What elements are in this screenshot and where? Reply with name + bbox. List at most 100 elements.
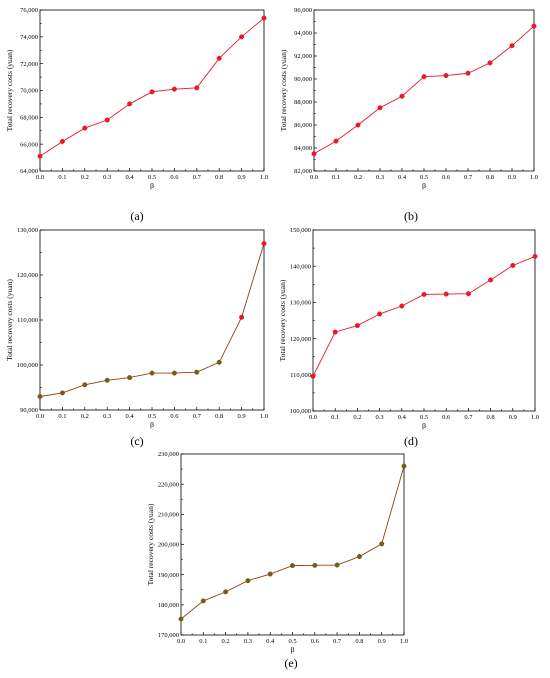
x-tick-label-e: 0.3 — [244, 638, 252, 645]
x-tick-label-d: 0.8 — [487, 414, 495, 421]
data-point-e — [334, 562, 340, 568]
x-tick-label-d: 0.9 — [509, 414, 517, 421]
x-tick-label-c: 1.0 — [260, 413, 268, 420]
x-tick-label-c: 0.9 — [238, 413, 246, 420]
y-tick-label-d: 100,000 — [290, 408, 311, 415]
panel-label-a: (a) — [130, 209, 144, 223]
data-point-e — [312, 562, 318, 568]
data-point-c — [261, 241, 267, 247]
y-axis-title-a: Total recovery costs (yuan) — [5, 49, 14, 131]
x-axis-title-d: β — [422, 421, 426, 430]
x-tick-label-e: 0.0 — [177, 638, 185, 645]
data-point-a — [261, 15, 267, 21]
chart-panel-b: 82,000 84,000 86,000 88,000 90,000 92,000 94,0… — [275, 0, 550, 232]
chart-panel-a: 64,000 66,000 68,000 70,000 72,000 74,000 76,0… — [0, 0, 275, 232]
data-point-e — [223, 589, 229, 595]
x-tick-label-a: 0.9 — [238, 174, 246, 181]
x-tick-label-e: 0.4 — [266, 638, 275, 645]
x-tick-label-b: 0.4 — [398, 174, 407, 181]
y-tick-label-a: 66,000 — [20, 141, 38, 148]
data-point-c — [127, 375, 133, 381]
data-point-d — [377, 311, 383, 317]
data-point-b — [377, 105, 383, 111]
data-point-a — [104, 117, 110, 123]
x-tick-label-b: 0.0 — [310, 174, 318, 181]
data-point-c — [171, 370, 177, 376]
data-point-a — [149, 89, 155, 95]
data-point-b — [531, 23, 537, 29]
x-tick-label-d: 0.5 — [420, 414, 428, 421]
x-tick-label-c: 0.2 — [81, 413, 89, 420]
chart-a: 64,000 66,000 68,000 70,000 72,000 74,000 76,0… — [5, 7, 268, 190]
data-point-c — [216, 359, 222, 365]
series-line-e — [180, 465, 405, 620]
data-point-a — [82, 125, 88, 131]
data-point-b — [333, 138, 339, 144]
data-point-d — [488, 277, 494, 283]
data-point-a — [37, 153, 43, 159]
x-tick-label-a: 0.0 — [36, 174, 44, 181]
data-point-a — [194, 85, 200, 91]
data-point-c — [239, 314, 245, 320]
data-point-a — [171, 86, 177, 92]
y-tick-label-e: 210,000 — [158, 512, 179, 519]
y-tick-label-b: 88,000 — [294, 99, 312, 106]
data-point-a — [59, 138, 65, 144]
chart-c: 90,000 100,000 110,000 120,000 130,000 0.0 0.1… — [5, 227, 268, 429]
y-axis-title-e: Total recovery costs (yuan) — [146, 503, 155, 585]
data-point-a — [216, 55, 222, 61]
data-point-d — [310, 373, 316, 379]
x-tick-label-c: 0.4 — [126, 413, 135, 420]
data-point-d — [421, 291, 427, 297]
data-point-a — [239, 34, 245, 40]
data-point-e — [245, 578, 251, 584]
x-tick-label-c: 0.6 — [170, 413, 179, 420]
data-point-b — [355, 122, 361, 128]
data-point-e — [289, 563, 295, 569]
y-tick-label-b: 82,000 — [294, 168, 312, 175]
x-tick-label-d: 0.6 — [442, 414, 451, 421]
plot-frame-c — [39, 229, 265, 411]
y-tick-label-a: 72,000 — [20, 61, 38, 68]
x-tick-label-b: 1.0 — [530, 174, 538, 181]
x-tick-label-d: 0.7 — [464, 414, 473, 421]
data-point-d — [399, 303, 405, 309]
chart-panel-e: 170,000 180,000 190,000 200,000 210,000 220,0… — [137, 448, 412, 678]
y-tick-label-c: 100,000 — [17, 362, 38, 369]
x-tick-label-a: 0.8 — [215, 174, 223, 181]
y-tick-label-b: 94,000 — [294, 30, 312, 37]
x-tick-label-a: 0.3 — [103, 174, 111, 181]
y-tick-label-e: 220,000 — [158, 481, 179, 488]
y-tick-label-e: 230,000 — [158, 451, 179, 458]
data-point-d — [465, 291, 471, 297]
x-tick-label-b: 0.1 — [332, 174, 340, 181]
data-point-e — [267, 571, 273, 577]
data-point-e — [356, 554, 362, 560]
plot-frame-b — [313, 9, 535, 172]
x-tick-label-e: 0.9 — [378, 638, 386, 645]
x-tick-label-a: 0.6 — [170, 174, 179, 181]
data-point-e — [401, 463, 407, 469]
y-tick-label-c: 110,000 — [17, 317, 38, 324]
x-tick-label-c: 0.5 — [148, 413, 156, 420]
data-point-c — [37, 393, 43, 399]
x-tick-label-d: 0.1 — [331, 414, 339, 421]
x-tick-label-b: 0.5 — [420, 174, 428, 181]
data-point-e — [200, 598, 206, 604]
data-point-e — [379, 541, 385, 547]
y-tick-label-b: 96,000 — [294, 7, 312, 14]
panel-label-d: (d) — [404, 434, 418, 448]
x-axis-title-b: β — [422, 181, 426, 190]
y-tick-label-e: 190,000 — [158, 572, 179, 579]
y-tick-label-e: 170,000 — [158, 632, 179, 639]
y-tick-label-c: 90,000 — [20, 407, 38, 414]
data-point-e — [178, 616, 184, 622]
chart-e: 170,000 180,000 190,000 200,000 210,000 220,0… — [146, 451, 408, 654]
x-tick-label-c: 0.0 — [36, 413, 44, 420]
data-point-d — [354, 323, 360, 329]
data-point-c — [149, 370, 155, 376]
x-tick-label-b: 0.8 — [486, 174, 494, 181]
data-point-b — [311, 151, 317, 157]
panel-label-b: (b) — [404, 209, 418, 223]
x-tick-label-a: 0.2 — [81, 174, 89, 181]
